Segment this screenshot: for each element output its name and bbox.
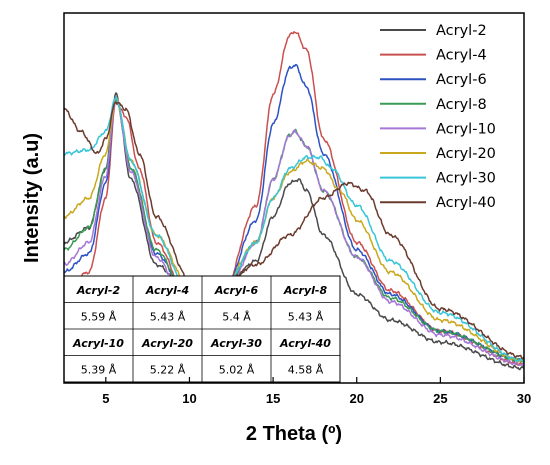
table-header-acryl-10: Acryl-10 [72,337,124,350]
x-tick-label: 30 [517,391,531,406]
table-header-acryl-40: Acryl-40 [279,337,331,350]
table-value-acryl-6: 5.4 Å [222,311,251,324]
series-line-acryl-2 [63,92,525,371]
table-value-acryl-10: 5.39 Å [81,364,117,377]
legend-label-acryl-6: Acryl-6 [436,72,487,88]
x-tick-label: 25 [433,391,447,406]
x-tick-label: 5 [102,391,109,406]
table-value-acryl-8: 5.43 Å [288,311,324,324]
table-header-acryl-6: Acryl-6 [214,284,259,297]
d-spacing-table: Acryl-2 5.59 Å Acryl-4 5.43 Å Acryl-6 5.4 Å Ac… [63,275,341,383]
table-header-acryl-30: Acryl-30 [210,337,262,350]
table-header-acryl-2: Acryl-2 [76,284,121,297]
series-line-acryl-30 [63,96,525,363]
x-axis-title: 2 Theta (º) [246,423,342,445]
table-header-acryl-20: Acryl-20 [141,337,193,350]
series-line-acryl-8 [63,97,525,363]
table-header-acryl-8: Acryl-8 [283,284,328,297]
plot-frame [63,12,525,384]
series-line-acryl-40 [63,101,525,360]
x-axis-ticks: 5 10 15 20 25 30 [102,377,531,406]
table-header-acryl-4: Acryl-4 [145,284,189,297]
table-value-acryl-30: 5.02 Å [219,364,255,377]
legend-label-acryl-20: Acryl-20 [436,146,496,162]
series-line-acryl-10 [63,96,525,367]
table-value-acryl-4: 5.43 Å [150,311,186,324]
table-value-acryl-2: 5.59 Å [81,311,117,324]
y-axis-title: Intensity (a.u) [21,133,43,263]
legend-label-acryl-30: Acryl-30 [436,171,496,187]
legend-label-acryl-4: Acryl-4 [436,48,487,64]
x-tick-label: 10 [182,391,196,406]
table-value-acryl-40: 4.58 Å [288,364,324,377]
legend-label-acryl-2: Acryl-2 [436,23,487,39]
x-tick-label: 15 [266,391,280,406]
legend-label-acryl-10: Acryl-10 [436,121,496,137]
legend: Acryl-2 Acryl-4 Acryl-6 Acryl-8 Acryl-10 Acry… [380,23,496,211]
series-lines [63,31,525,371]
table-value-acryl-20: 5.22 Å [150,364,186,377]
legend-label-acryl-40: Acryl-40 [436,195,496,211]
x-tick-label: 20 [349,391,363,406]
legend-label-acryl-8: Acryl-8 [436,97,487,113]
